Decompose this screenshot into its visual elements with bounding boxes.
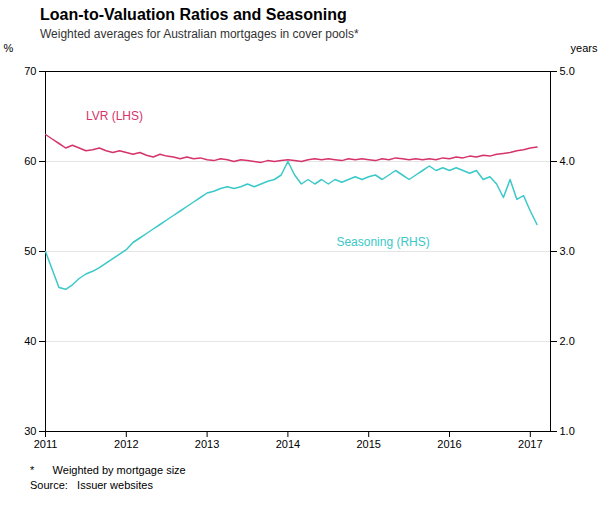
svg-text:1.0: 1.0 [560,425,575,437]
svg-text:2016: 2016 [437,438,461,450]
svg-text:70: 70 [24,65,36,77]
svg-text:4.0: 4.0 [560,155,575,167]
html-text:Loan-to-Valuation Ratios and S: Loan-to-Valuation Ratios and Seasoning [40,6,347,23]
svg-text:%: % [4,42,14,54]
html-text:* Weighted by mortgage size: * Weighted by mortgage size [30,464,186,476]
svg-text:2017: 2017 [518,438,542,450]
svg-text:60: 60 [24,155,36,167]
svg-text:50: 50 [24,245,36,257]
svg-text:2015: 2015 [356,438,380,450]
svg-text:5.0: 5.0 [560,65,575,77]
svg-text:LVR (LHS): LVR (LHS) [86,109,143,123]
svg-text:40: 40 [24,335,36,347]
svg-text:30: 30 [24,425,36,437]
svg-text:2.0: 2.0 [560,335,575,347]
svg-text:2012: 2012 [114,438,138,450]
svg-text:2011: 2011 [34,438,58,450]
svg-text:years: years [571,42,598,54]
svg-text:Seasoning (RHS): Seasoning (RHS) [336,235,429,249]
svg-text:3.0: 3.0 [560,245,575,257]
svg-text:2014: 2014 [276,438,300,450]
html-text:Source: Issuer websites: Source: Issuer websites [30,479,153,491]
svg-text:2013: 2013 [195,438,219,450]
html-text:Weighted averages for Australi: Weighted averages for Australian mortgag… [40,27,359,41]
